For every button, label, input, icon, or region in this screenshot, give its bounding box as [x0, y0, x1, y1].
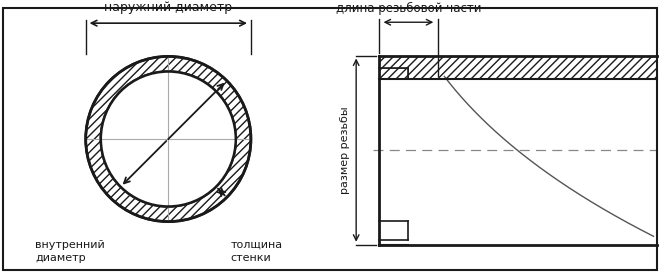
Text: длина резьбовой части: длина резьбовой части: [336, 2, 481, 15]
Text: толщина
стенки: толщина стенки: [231, 240, 283, 263]
Circle shape: [101, 71, 236, 207]
Text: наружний диаметр: наружний диаметр: [104, 1, 232, 14]
Text: размер резьбы: размер резьбы: [340, 106, 350, 194]
Text: внутренний
диаметр: внутренний диаметр: [36, 240, 105, 263]
Bar: [379, 56, 657, 79]
Bar: [379, 68, 409, 79]
Wedge shape: [86, 56, 251, 222]
